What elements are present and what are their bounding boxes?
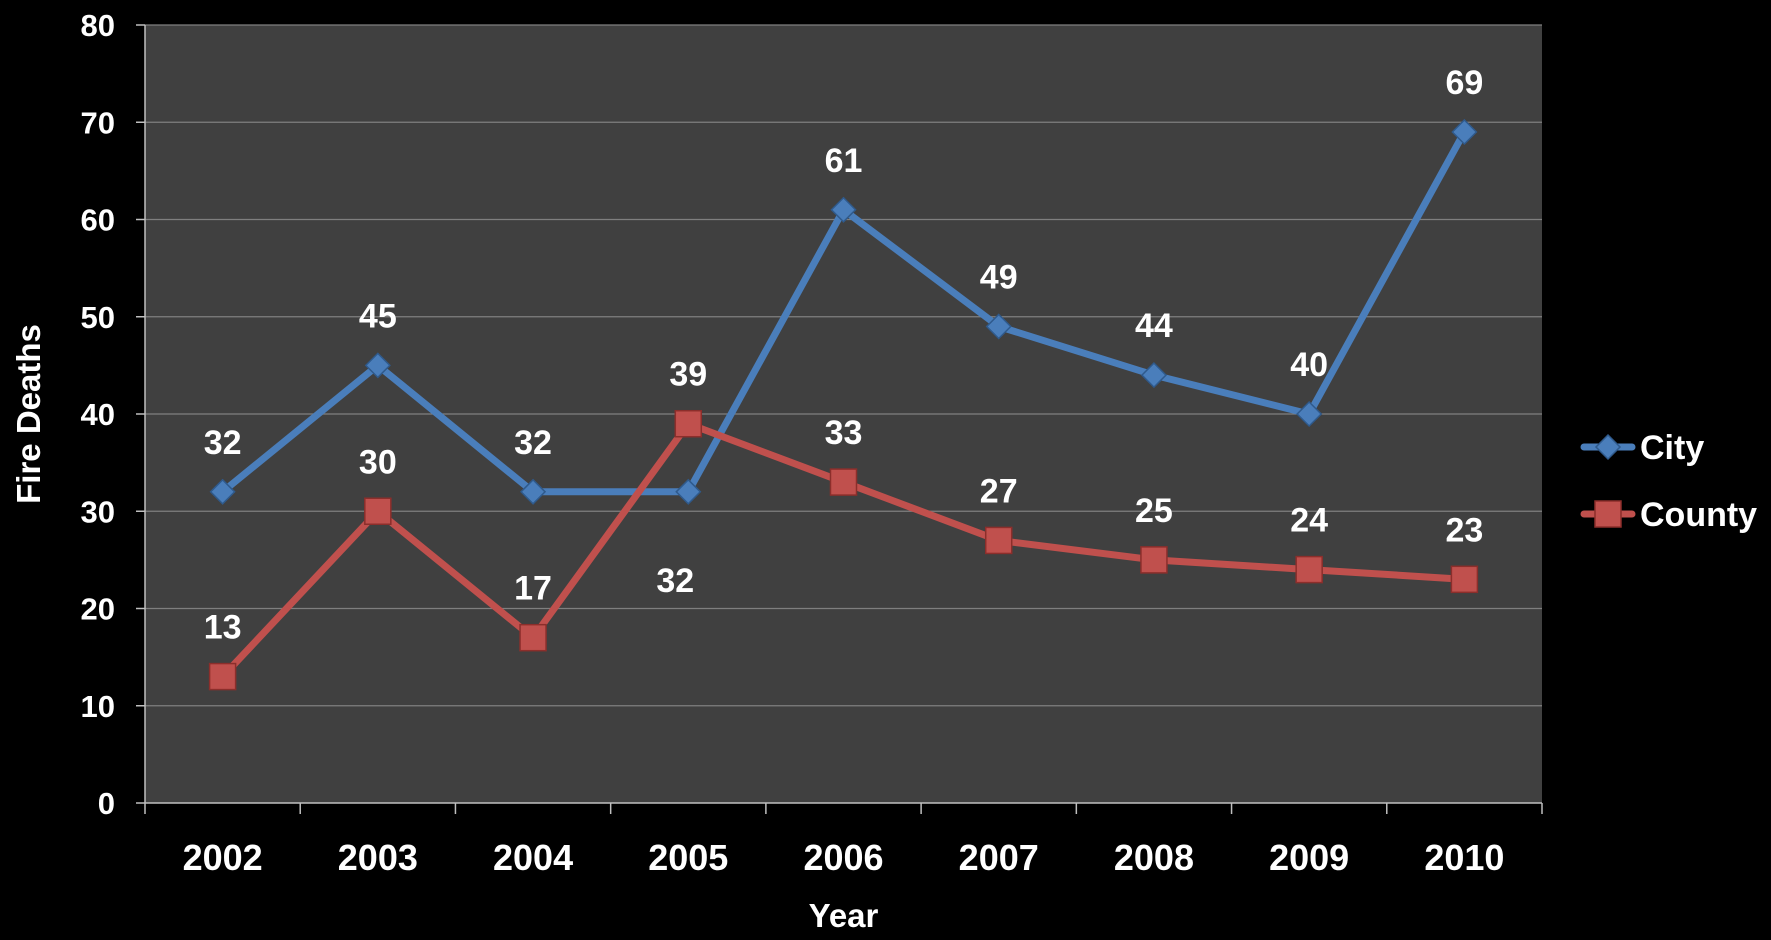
data-point-county [829, 468, 858, 496]
data-point-city [209, 478, 236, 505]
data-point-county [519, 623, 547, 652]
data-point-city [830, 196, 857, 223]
x-tick-label: 2005 [648, 837, 728, 878]
data-label-county: 27 [980, 472, 1018, 510]
y-axis-title: Fire Deaths [10, 324, 47, 504]
legend-marker-county [1594, 500, 1622, 528]
data-label-city: 44 [1135, 307, 1173, 345]
x-tick-label: 2008 [1114, 837, 1194, 878]
data-label-county: 33 [825, 414, 863, 452]
data-label-county: 23 [1445, 511, 1483, 549]
data-label-county: 39 [669, 356, 707, 394]
x-tick-label: 2009 [1269, 837, 1349, 878]
data-point-county [984, 526, 1013, 555]
y-tick-label: 0 [98, 786, 115, 821]
data-point-county [1450, 565, 1479, 594]
data-point-city [1140, 362, 1168, 389]
data-point-city [1296, 400, 1323, 428]
data-point-city [675, 478, 702, 505]
data-labels: 32 45 32 32 61 49 44 40 69 13 30 17 39 33 27 25 24 23 [204, 64, 1484, 647]
series-layer [208, 118, 1479, 691]
data-label-city: 32 [656, 562, 694, 600]
data-point-city [985, 313, 1012, 340]
data-point-county [208, 662, 237, 691]
data-point-county [674, 409, 703, 438]
data-label-city: 45 [359, 297, 397, 335]
data-label-county: 17 [514, 570, 552, 608]
x-tick-label: 2003 [338, 837, 418, 878]
data-label-county: 25 [1135, 492, 1173, 530]
x-tick-label: 2002 [183, 837, 263, 878]
axes: 0 10 20 30 40 50 60 70 80 2002 2003 2004 2005 2006 200… [81, 8, 1543, 878]
data-point-county [1140, 546, 1168, 574]
legend: City County [1580, 429, 1757, 534]
data-label-city: 32 [204, 424, 242, 462]
data-label-county: 24 [1290, 502, 1328, 540]
y-tick-label: 10 [81, 689, 115, 724]
data-label-county: 30 [359, 443, 397, 481]
y-tick-label: 50 [81, 300, 115, 335]
data-label-city: 49 [980, 258, 1018, 296]
data-point-county [1295, 555, 1323, 584]
data-point-county [364, 497, 392, 525]
legend-marker-city [1594, 433, 1622, 461]
data-label-city: 69 [1445, 64, 1483, 102]
data-point-city [1451, 118, 1478, 146]
data-point-city [364, 352, 391, 379]
y-tick-label: 60 [81, 203, 115, 238]
y-tick-label: 70 [81, 105, 115, 140]
legend-label-county: County [1640, 496, 1757, 534]
data-point-city [519, 478, 547, 505]
x-tick-label: 2004 [493, 837, 573, 878]
data-label-city: 61 [825, 142, 863, 180]
legend-label-city: City [1640, 429, 1704, 467]
data-label-city: 40 [1290, 346, 1328, 384]
data-label-county: 13 [204, 609, 242, 647]
x-tick-label: 2006 [803, 837, 883, 878]
y-tick-label: 20 [81, 592, 115, 627]
x-axis-title: Year [809, 897, 879, 934]
data-label-city: 32 [514, 424, 552, 462]
x-tick-label: 2007 [959, 837, 1039, 878]
x-tick-label: 2010 [1424, 837, 1504, 878]
y-tick-label: 40 [81, 397, 115, 432]
y-tick-label: 80 [81, 8, 115, 43]
y-tick-label: 30 [81, 494, 115, 529]
